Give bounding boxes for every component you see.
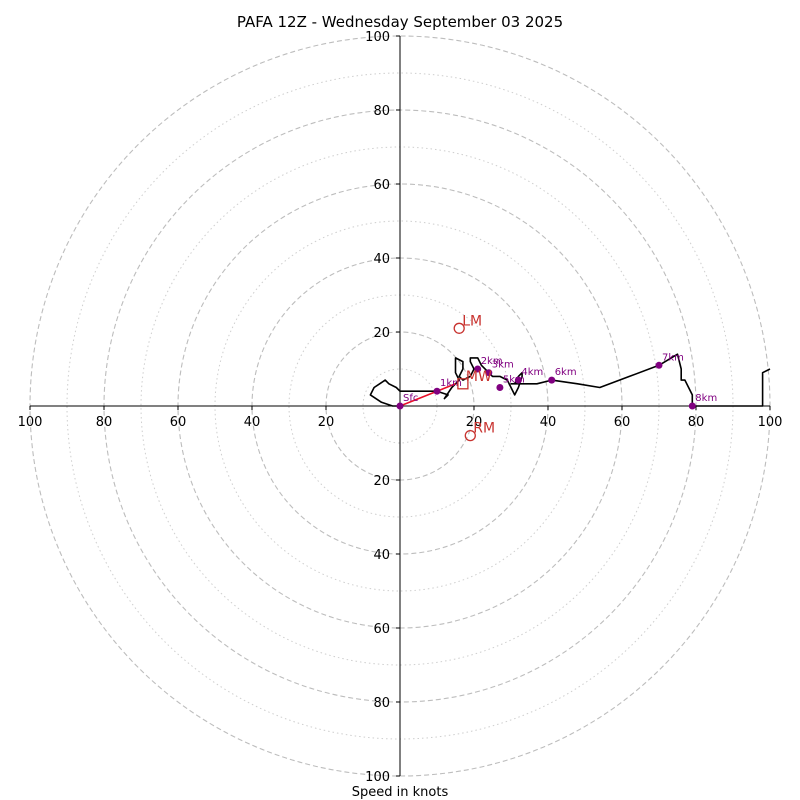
- y-tick-label: 20: [373, 474, 390, 489]
- height-label-sfc: Sfc: [403, 393, 418, 404]
- x-tick-label: 60: [170, 415, 187, 430]
- y-tick-label: 60: [373, 622, 390, 637]
- storm-motion-mw-marker: [457, 378, 469, 390]
- x-tick-label: 100: [18, 415, 43, 430]
- height-label-5km: 5km: [503, 375, 525, 386]
- height-marker-sfc: [396, 402, 404, 410]
- x-tick-label: 80: [96, 415, 113, 430]
- height-label-6km: 6km: [555, 367, 577, 378]
- height-marker-6km: [548, 376, 556, 384]
- y-tick-label: 100: [365, 30, 390, 45]
- height-label-7km: 7km: [662, 352, 684, 363]
- height-marker-7km: [655, 361, 663, 369]
- x-tick-label: 20: [466, 415, 483, 430]
- height-label-4km: 4km: [521, 367, 543, 378]
- y-tick-label: 80: [373, 104, 390, 119]
- height-label-1km: 1km: [440, 378, 462, 389]
- height-label-3km: 3km: [492, 360, 514, 371]
- storm-motions: LM MW RM: [453, 313, 495, 442]
- storm-motion-rm-label: RM: [473, 421, 495, 437]
- height-marker-4km: [514, 376, 522, 384]
- y-tick-label: 20: [373, 326, 390, 341]
- x-axis-label: Speed in knots: [352, 785, 449, 800]
- x-tick-label: 80: [688, 415, 705, 430]
- height-label-2km: 2km: [481, 356, 503, 367]
- x-tick-label: 20: [318, 415, 335, 430]
- height-marker-2km: [474, 365, 482, 373]
- y-tick-label: 60: [373, 178, 390, 193]
- height-marker-8km: [688, 402, 696, 410]
- storm-motion-rm-marker: [464, 429, 476, 442]
- y-tick-label: 40: [373, 252, 390, 267]
- y-tick-label: 40: [373, 548, 390, 563]
- y-tick-label: 100: [365, 770, 390, 785]
- x-tick-label: 40: [244, 415, 261, 430]
- tick-labels: 100 100 80 80 60 60 40 40 20 20 20 20 40 40 60 60 80 80 10…: [18, 30, 783, 785]
- height-label-8km: 8km: [695, 393, 717, 404]
- height-marker-3km: [485, 369, 493, 377]
- x-tick-label: 100: [758, 415, 783, 430]
- height-marker-1km: [433, 387, 441, 395]
- x-tick-label: 60: [614, 415, 631, 430]
- storm-motion-lm-marker: [453, 322, 465, 334]
- storm-motion-lm-label: LM: [462, 313, 482, 329]
- y-tick-label: 80: [373, 696, 390, 711]
- x-tick-label: 40: [540, 415, 557, 430]
- storm-motion-mw-label: MW: [466, 369, 492, 385]
- height-marker-5km: [496, 384, 504, 391]
- chart-title: PAFA 12Z - Wednesday September 03 2025: [237, 13, 563, 31]
- hodograph-line: [369, 353, 771, 407]
